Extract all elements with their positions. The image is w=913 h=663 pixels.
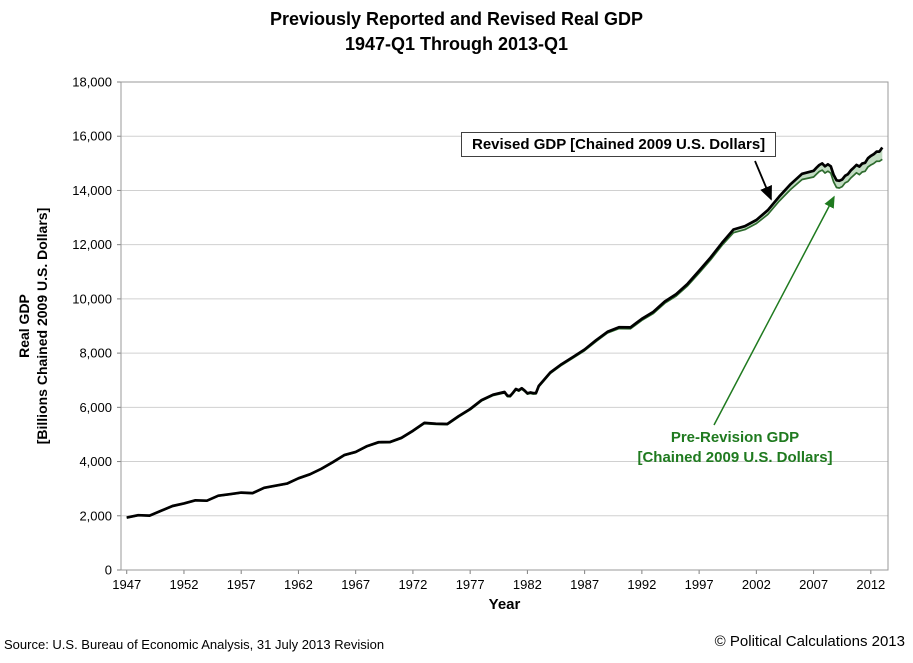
x-tick-label: 1947	[112, 577, 141, 592]
prerevision-annotation-line1: Pre-Revision GDP	[670, 429, 800, 446]
x-tick-label: 1957	[227, 577, 256, 592]
x-tick-label: 1992	[627, 577, 656, 592]
plot-border	[120, 81, 889, 571]
y-axis-title-line1: Real GDP	[16, 294, 32, 358]
prerevision-annotation-line2: [Chained 2009 U.S. Dollars]	[637, 449, 833, 466]
x-tick-label: 1962	[284, 577, 313, 592]
chart-subtitle: 1947-Q1 Through 2013-Q1	[344, 34, 569, 54]
y-tick-label: 4,000	[79, 454, 112, 469]
y-tick-label: 16,000	[72, 129, 112, 144]
y-tick-label: 10,000	[72, 291, 112, 306]
x-tick-label: 1972	[398, 577, 427, 592]
x-tick-label: 2012	[856, 577, 885, 592]
y-tick-label: 12,000	[72, 237, 112, 252]
x-tick-label: 2007	[799, 577, 828, 592]
revised-gdp-line	[126, 146, 884, 519]
source-caption: Source: U.S. Bureau of Economic Analysis…	[4, 637, 385, 652]
revised-annotation-arrow	[754, 160, 772, 201]
chart-title: Previously Reported and Revised Real GDP	[269, 9, 644, 29]
y-axis-title: Real GDP [Billions Chained 2009 U.S. Dol…	[15, 81, 51, 571]
prerevision-gdp-annotation: Pre-Revision GDP [Chained 2009 U.S. Doll…	[595, 428, 875, 468]
y-tick-label: 6,000	[79, 400, 112, 415]
prerevision-annotation-arrow	[713, 195, 835, 426]
x-tick-label: 2002	[742, 577, 771, 592]
y-tick-label: 0	[105, 563, 112, 578]
copyright-caption: © Political Calculations 2013	[714, 633, 905, 650]
y-axis-title-line2: [Billions Chained 2009 U.S. Dollars]	[34, 207, 50, 445]
x-tick-label: 1967	[341, 577, 370, 592]
y-tick-label: 14,000	[72, 183, 112, 198]
x-tick-label: 1997	[685, 577, 714, 592]
y-tick-label: 8,000	[79, 346, 112, 361]
y-tick-label: 2,000	[79, 508, 112, 523]
x-tick-label: 1977	[456, 577, 485, 592]
x-tick-label: 1987	[570, 577, 599, 592]
y-tick-label: 18,000	[72, 75, 112, 90]
x-axis-title: Year	[488, 596, 521, 613]
x-tick-label: 1982	[513, 577, 542, 592]
revised-gdp-annotation: Revised GDP [Chained 2009 U.S. Dollars]	[461, 132, 777, 157]
x-tick-label: 1952	[170, 577, 199, 592]
